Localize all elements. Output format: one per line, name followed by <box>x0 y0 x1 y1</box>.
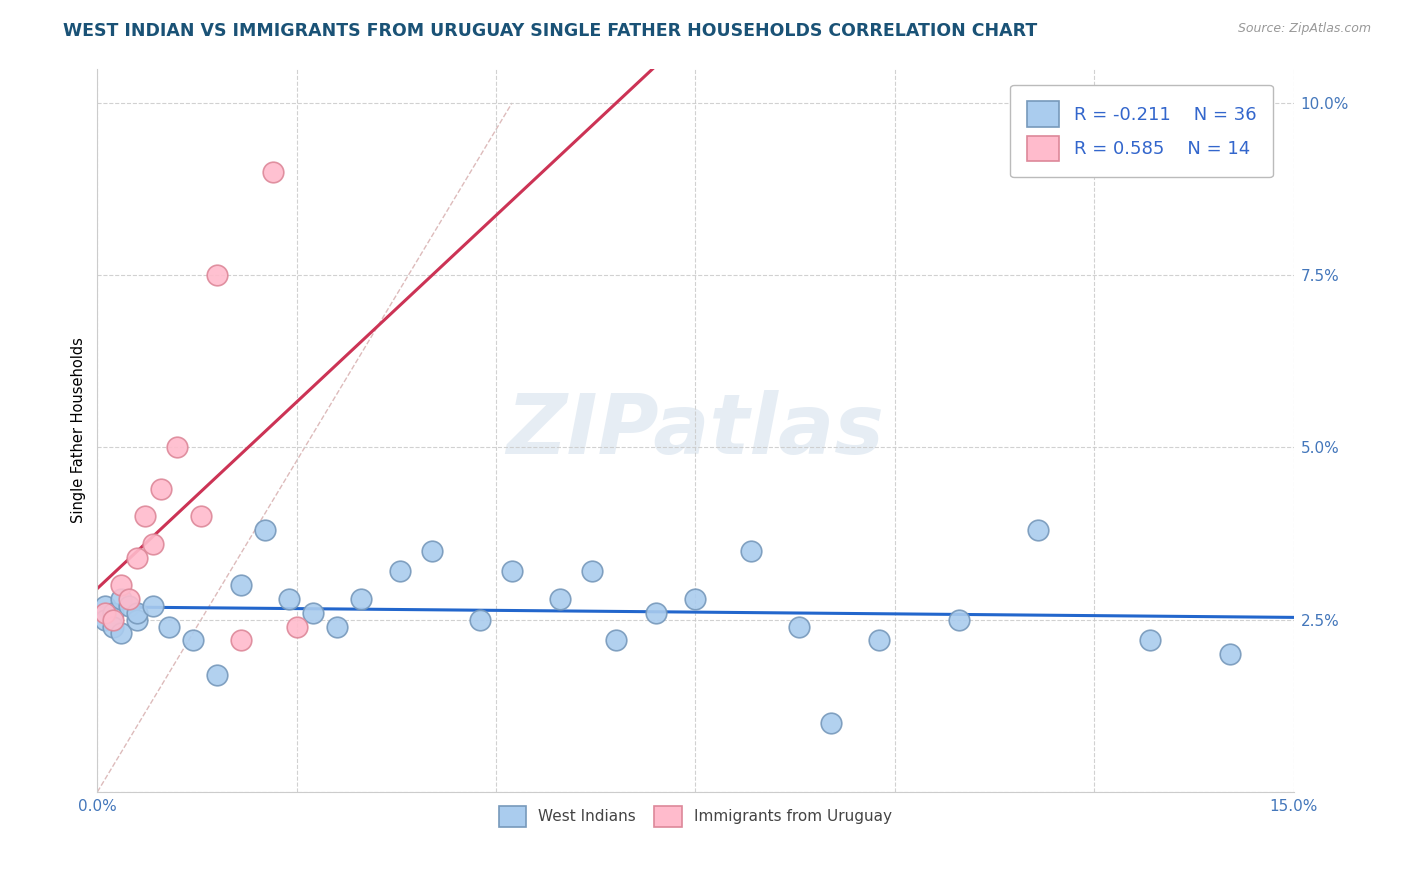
Point <box>110 592 132 607</box>
Point <box>787 619 810 633</box>
Point <box>301 606 323 620</box>
Point <box>740 544 762 558</box>
Point <box>685 592 707 607</box>
Point <box>468 613 491 627</box>
Point <box>181 633 204 648</box>
Point <box>142 599 165 613</box>
Point <box>1026 523 1049 537</box>
Point <box>205 668 228 682</box>
Point <box>103 613 125 627</box>
Point <box>1139 633 1161 648</box>
Point <box>420 544 443 558</box>
Point <box>94 613 117 627</box>
Point <box>644 606 666 620</box>
Point <box>262 165 284 179</box>
Point <box>127 550 149 565</box>
Point <box>253 523 276 537</box>
Point <box>325 619 347 633</box>
Point <box>103 619 125 633</box>
Point <box>285 619 308 633</box>
Point <box>820 716 842 731</box>
Point <box>110 626 132 640</box>
Text: Source: ZipAtlas.com: Source: ZipAtlas.com <box>1237 22 1371 36</box>
Point <box>110 578 132 592</box>
Legend: West Indians, Immigrants from Uruguay: West Indians, Immigrants from Uruguay <box>491 798 900 835</box>
Point <box>94 606 117 620</box>
Point <box>142 537 165 551</box>
Text: ZIPatlas: ZIPatlas <box>506 390 884 471</box>
Point <box>349 592 371 607</box>
Point <box>581 565 603 579</box>
Point <box>103 606 125 620</box>
Point <box>868 633 890 648</box>
Point <box>277 592 299 607</box>
Point <box>1219 647 1241 661</box>
Point <box>118 599 141 613</box>
Point <box>205 268 228 283</box>
Point <box>389 565 412 579</box>
Point <box>127 606 149 620</box>
Point <box>150 482 173 496</box>
Point <box>605 633 627 648</box>
Point <box>157 619 180 633</box>
Point <box>229 578 252 592</box>
Point <box>548 592 571 607</box>
Point <box>190 509 212 524</box>
Point <box>118 592 141 607</box>
Text: WEST INDIAN VS IMMIGRANTS FROM URUGUAY SINGLE FATHER HOUSEHOLDS CORRELATION CHAR: WEST INDIAN VS IMMIGRANTS FROM URUGUAY S… <box>63 22 1038 40</box>
Point <box>134 509 156 524</box>
Point <box>948 613 970 627</box>
Point <box>166 441 188 455</box>
Point <box>229 633 252 648</box>
Point <box>127 613 149 627</box>
Point <box>94 599 117 613</box>
Y-axis label: Single Father Households: Single Father Households <box>72 337 86 524</box>
Point <box>501 565 523 579</box>
